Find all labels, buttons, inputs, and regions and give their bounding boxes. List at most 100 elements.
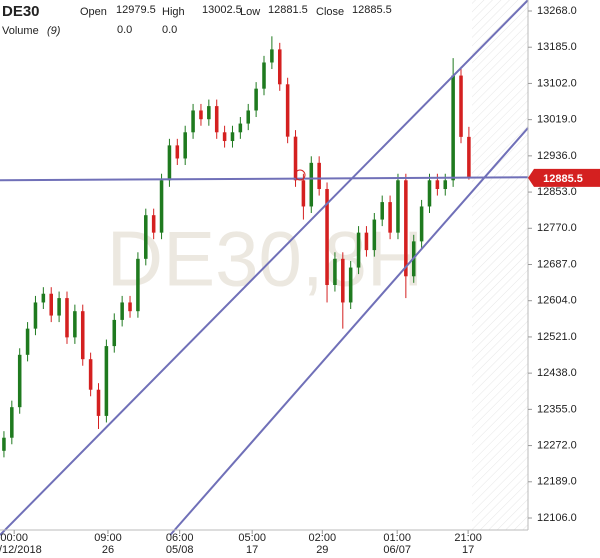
price-tag-label: 12885.5 xyxy=(543,173,583,185)
candle-body xyxy=(309,162,314,207)
volume-value: 0.0 xyxy=(117,24,132,36)
candle-body xyxy=(317,162,321,190)
volume-label: Volume xyxy=(2,25,39,37)
candle-body xyxy=(451,75,455,181)
y-tick-label: 12770.0 xyxy=(537,222,577,234)
candle-body xyxy=(419,206,424,242)
candle-body xyxy=(404,180,408,277)
candle-body xyxy=(144,215,148,259)
candle-body xyxy=(120,302,124,320)
x-tick-date: 17 xyxy=(462,544,474,556)
candle-body xyxy=(435,180,440,190)
y-tick-label: 12106.0 xyxy=(537,512,577,524)
ohlc-value: 12979.5 xyxy=(116,4,156,16)
candle-body xyxy=(49,293,53,316)
y-tick-label: 13019.0 xyxy=(537,114,577,126)
candle-body xyxy=(333,258,337,286)
candle-body xyxy=(65,298,69,338)
x-tick-date: 17 xyxy=(246,544,258,556)
candle-body xyxy=(285,84,290,137)
x-tick-date: 05/08 xyxy=(166,544,194,556)
y-tick-label: 12687.0 xyxy=(537,258,577,270)
candle-body xyxy=(41,293,46,303)
x-tick-label: 00:00 xyxy=(0,532,28,544)
candle-body xyxy=(293,136,298,181)
candle-body xyxy=(262,62,266,89)
x-tick-label: 05:00 xyxy=(238,532,266,544)
candle-body xyxy=(254,88,258,111)
candle-body xyxy=(364,232,369,251)
candle-body xyxy=(199,110,203,120)
ohlc-value: 12885.5 xyxy=(352,4,392,16)
trend-line xyxy=(0,0,529,536)
candle-body xyxy=(277,49,282,85)
candle-body xyxy=(356,232,361,268)
y-tick-label: 12355.0 xyxy=(537,403,577,415)
candle-body xyxy=(10,407,14,438)
price-tag xyxy=(528,168,600,187)
x-tick-label: 21:00 xyxy=(454,532,482,544)
y-tick-label: 13268.0 xyxy=(537,5,577,17)
candle-body xyxy=(159,180,164,233)
candle-body xyxy=(214,106,219,133)
candle-body xyxy=(136,258,140,312)
x-tick-date: 06/07 xyxy=(383,544,411,556)
candle-body xyxy=(128,302,132,312)
x-tick-date: 04/12/2018 xyxy=(0,544,42,556)
candle-body xyxy=(443,180,448,190)
candle-body xyxy=(80,311,85,360)
candle-body xyxy=(388,202,392,233)
y-tick-label: 13185.0 xyxy=(537,41,577,53)
candle-body xyxy=(57,298,61,316)
candle-body xyxy=(73,311,77,338)
symbol-title: DE30 xyxy=(2,3,40,20)
candle-body xyxy=(427,180,432,207)
volume-value: 0.0 xyxy=(162,24,177,36)
y-tick-label: 12272.0 xyxy=(537,439,577,451)
candle-body xyxy=(175,145,180,159)
future-area xyxy=(472,0,528,530)
x-tick-label: 02:00 xyxy=(309,532,337,544)
ohlc-value: 12881.5 xyxy=(268,4,308,16)
y-tick-label: 12438.0 xyxy=(537,367,577,379)
x-tick-date: 26 xyxy=(102,544,114,556)
trend-line xyxy=(0,176,529,182)
candle-body xyxy=(88,359,93,390)
ohlc-label: Close xyxy=(316,6,344,18)
y-tick-label: 13102.0 xyxy=(537,77,577,89)
candle-body xyxy=(167,145,172,181)
candle-body xyxy=(151,215,156,233)
candle-body xyxy=(380,202,384,220)
ohlc-label: High xyxy=(162,6,185,18)
crosshair-marker xyxy=(294,169,306,181)
candle-body xyxy=(372,219,377,251)
y-tick-label: 12853.0 xyxy=(537,186,577,198)
candle-body xyxy=(207,106,211,120)
candle-body xyxy=(238,123,243,133)
watermark: DE30,8H xyxy=(107,215,424,303)
candle-body xyxy=(33,302,38,329)
candle-body xyxy=(112,319,117,347)
candle-body xyxy=(104,346,109,416)
candle-body xyxy=(25,328,30,355)
candle-body xyxy=(396,180,400,233)
candle-body xyxy=(96,389,101,416)
volume-period: (9) xyxy=(47,25,61,37)
ohlc-value: 13002.5 xyxy=(202,4,242,16)
candle-body xyxy=(191,110,195,133)
y-tick-label: 12521.0 xyxy=(537,331,577,343)
ohlc-label: Open xyxy=(80,6,107,18)
x-tick-date: 29 xyxy=(316,544,328,556)
candle-body xyxy=(183,132,187,159)
ohlc-label: Low xyxy=(240,6,260,18)
candle-body xyxy=(467,136,471,178)
x-tick-label: 01:00 xyxy=(383,532,411,544)
candle-body xyxy=(270,49,274,63)
y-tick-label: 12189.0 xyxy=(537,476,577,488)
candle-body xyxy=(222,132,227,142)
candle-body xyxy=(301,180,306,207)
candle-body xyxy=(341,258,345,303)
candle-body xyxy=(325,189,329,286)
candle-body xyxy=(348,267,353,303)
